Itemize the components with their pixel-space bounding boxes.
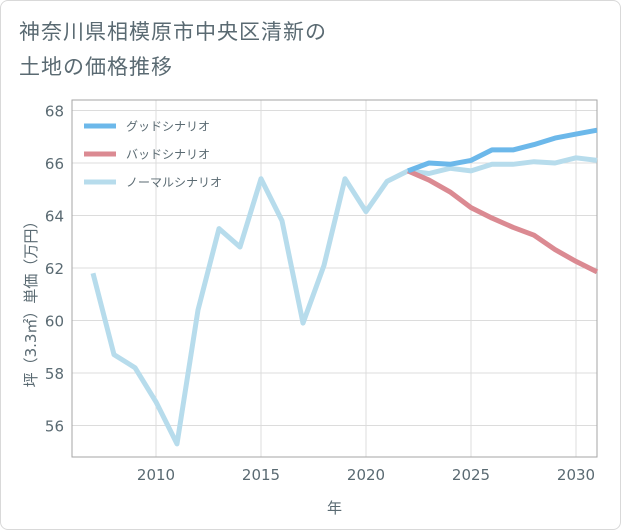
y-tick-58: 58 <box>45 365 64 383</box>
x-axis-label: 年 <box>327 499 342 517</box>
y-tick-62: 62 <box>45 260 64 278</box>
x-tick-2030: 2030 <box>557 466 595 484</box>
y-tick-56: 56 <box>45 418 64 436</box>
legend-label-2: ノーマルシナリオ <box>126 176 222 190</box>
legend-label-0: グッドシナリオ <box>126 120 210 134</box>
tick-labels: 56 58 60 62 64 66 68 2010 2015 2020 2025 2030 <box>45 103 595 485</box>
y-tick-60: 60 <box>45 313 64 331</box>
series-line-1 <box>406 168 599 275</box>
y-tick-66: 66 <box>45 155 64 173</box>
x-tick-2015: 2015 <box>242 466 280 484</box>
series-line-0 <box>407 127 598 174</box>
y-tick-64: 64 <box>45 208 64 226</box>
x-tick-2010: 2010 <box>137 466 175 484</box>
series-line-2 <box>90 155 598 447</box>
x-tick-2025: 2025 <box>452 466 490 484</box>
chart-title: 神奈川県相模原市中央区清新の 土地の価格推移 <box>19 20 327 79</box>
legend-label-1: バッドシナリオ <box>126 148 210 162</box>
y-axis-label: 坪（3.3㎡）単価（万円） <box>22 214 40 388</box>
plot-frame <box>71 99 598 458</box>
y-tick-68: 68 <box>45 103 64 121</box>
series-layer <box>90 127 599 447</box>
x-tick-2020: 2020 <box>347 466 385 484</box>
